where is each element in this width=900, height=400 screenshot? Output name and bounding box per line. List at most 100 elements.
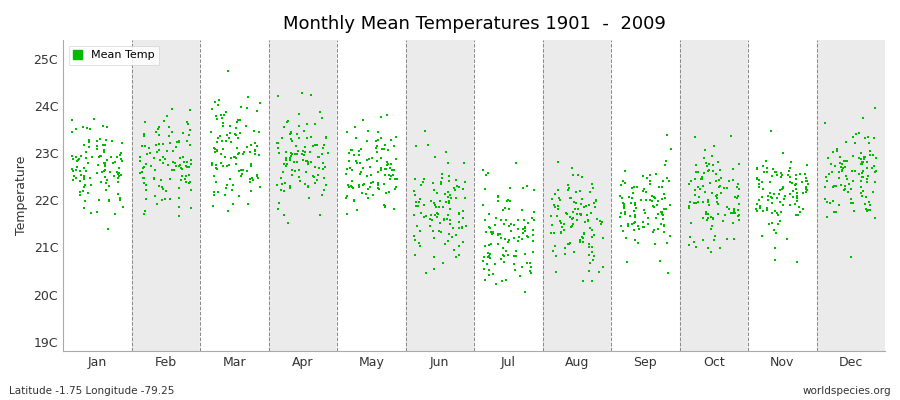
Point xyxy=(755,233,770,239)
Point xyxy=(790,190,805,197)
Point xyxy=(435,175,449,182)
Bar xyxy=(680,40,748,351)
Point xyxy=(156,186,170,192)
Point xyxy=(390,176,404,183)
Point xyxy=(769,169,783,175)
Point xyxy=(708,233,723,240)
Point xyxy=(792,204,806,211)
Point xyxy=(298,181,312,187)
Point xyxy=(590,198,604,204)
Point xyxy=(645,198,660,204)
Point xyxy=(274,174,288,181)
Point xyxy=(706,161,720,168)
Point xyxy=(158,155,173,162)
Point xyxy=(236,150,250,157)
Point xyxy=(212,97,226,103)
Point xyxy=(622,194,636,200)
Point xyxy=(434,229,448,235)
Point xyxy=(647,194,662,200)
Point xyxy=(430,214,445,220)
Point xyxy=(764,173,778,180)
Point xyxy=(299,158,313,164)
Point xyxy=(283,157,297,163)
Point xyxy=(349,135,364,141)
Point xyxy=(363,163,377,170)
Point xyxy=(364,172,378,178)
Point xyxy=(82,139,96,145)
Point xyxy=(297,152,311,159)
Point xyxy=(560,211,574,218)
Point xyxy=(424,216,438,223)
Point xyxy=(711,159,725,165)
Point xyxy=(733,160,747,167)
Point xyxy=(111,175,125,181)
Point xyxy=(176,130,190,137)
Point xyxy=(444,195,458,201)
Point xyxy=(776,202,790,208)
Point xyxy=(764,193,778,200)
Point xyxy=(656,216,670,222)
Point xyxy=(81,160,95,166)
Point xyxy=(303,134,318,140)
Point xyxy=(718,212,733,218)
Point xyxy=(149,201,164,207)
Point xyxy=(441,160,455,167)
Point xyxy=(752,205,767,211)
Point xyxy=(209,178,223,185)
Point xyxy=(760,193,775,200)
Point xyxy=(526,217,541,223)
Point xyxy=(849,168,863,175)
Point xyxy=(448,254,463,260)
Point xyxy=(372,186,386,193)
Point xyxy=(854,150,868,156)
Point xyxy=(284,128,298,135)
Point xyxy=(756,163,770,170)
Point xyxy=(374,113,388,120)
Point xyxy=(407,188,421,194)
Point xyxy=(161,162,176,168)
Point xyxy=(229,132,243,138)
Point xyxy=(655,196,670,202)
Point xyxy=(220,182,234,188)
Point xyxy=(773,199,788,205)
Point xyxy=(575,196,590,202)
Point xyxy=(643,177,657,184)
Point xyxy=(433,220,447,226)
Point xyxy=(861,207,876,213)
Bar xyxy=(474,40,543,351)
Point xyxy=(432,198,446,204)
Point xyxy=(78,154,93,161)
Point xyxy=(413,243,428,250)
Point xyxy=(363,184,377,190)
Point xyxy=(76,184,91,190)
Point xyxy=(559,210,573,216)
Point xyxy=(835,161,850,167)
Point xyxy=(139,161,153,167)
Point xyxy=(500,252,515,258)
Point xyxy=(494,256,508,262)
Y-axis label: Temperature: Temperature xyxy=(15,156,28,235)
Point xyxy=(475,258,490,264)
Point xyxy=(372,186,386,192)
Point xyxy=(862,201,877,208)
Point xyxy=(374,155,388,162)
Point xyxy=(481,170,495,176)
Point xyxy=(752,197,767,204)
Point xyxy=(111,169,125,176)
Point xyxy=(103,169,117,176)
Point xyxy=(570,211,584,218)
Point xyxy=(562,240,577,246)
Point xyxy=(703,180,717,186)
Point xyxy=(649,214,663,221)
Point xyxy=(860,208,874,214)
Point xyxy=(507,260,521,267)
Point xyxy=(171,213,185,220)
Point xyxy=(573,210,588,217)
Point xyxy=(732,212,746,218)
Point xyxy=(158,196,173,202)
Point xyxy=(151,126,166,132)
Point xyxy=(338,170,353,177)
Bar xyxy=(748,40,816,351)
Point xyxy=(345,166,359,173)
Point xyxy=(653,208,668,215)
